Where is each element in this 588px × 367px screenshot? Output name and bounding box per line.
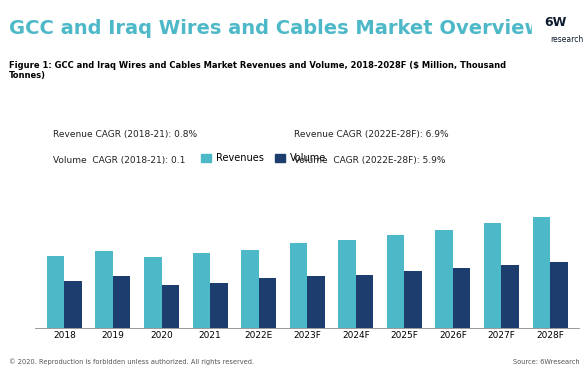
Text: Volume  CAGR (2022E-28F): 5.9%: Volume CAGR (2022E-28F): 5.9%	[294, 156, 446, 165]
Bar	[241, 250, 259, 328]
Text: Revenue CAGR (2018-21): 0.8%: Revenue CAGR (2018-21): 0.8%	[53, 130, 197, 139]
Text: Figure 1: GCC and Iraq Wires and Cables Market Revenues and Volume, 2018-2028F (: Figure 1: GCC and Iraq Wires and Cables …	[9, 61, 506, 80]
Bar	[436, 230, 453, 328]
Bar	[307, 276, 325, 328]
Bar	[502, 265, 519, 328]
Bar	[387, 235, 405, 328]
Bar	[95, 251, 113, 328]
Text: 6W: 6W	[544, 16, 566, 29]
Bar	[162, 285, 179, 328]
Bar	[290, 243, 308, 328]
Text: © 2020. Reproduction is forbidden unless authorized. All rights reserved.: © 2020. Reproduction is forbidden unless…	[9, 359, 254, 365]
Bar	[533, 217, 550, 328]
Text: Revenue CAGR (2022E-28F): 6.9%: Revenue CAGR (2022E-28F): 6.9%	[294, 130, 449, 139]
Bar	[144, 257, 162, 328]
Bar	[356, 275, 373, 328]
Bar	[453, 268, 470, 328]
Text: GCC and Iraq Wires and Cables Market Overview: GCC and Iraq Wires and Cables Market Ove…	[9, 19, 542, 38]
Bar	[210, 283, 228, 328]
Bar	[65, 281, 82, 328]
Bar	[484, 224, 502, 328]
Bar	[47, 256, 65, 328]
Bar	[338, 240, 356, 328]
Text: Source: 6Wresearch: Source: 6Wresearch	[513, 359, 579, 365]
Text: research: research	[550, 35, 583, 44]
Bar	[259, 279, 276, 328]
Text: Volume  CAGR (2018-21): 0.1: Volume CAGR (2018-21): 0.1	[53, 156, 185, 165]
Bar	[113, 276, 131, 328]
Bar	[193, 253, 210, 328]
Bar	[405, 271, 422, 328]
Legend: Revenues, Volume: Revenues, Volume	[198, 150, 330, 167]
Bar	[532, 0, 588, 57]
Bar	[550, 262, 567, 328]
